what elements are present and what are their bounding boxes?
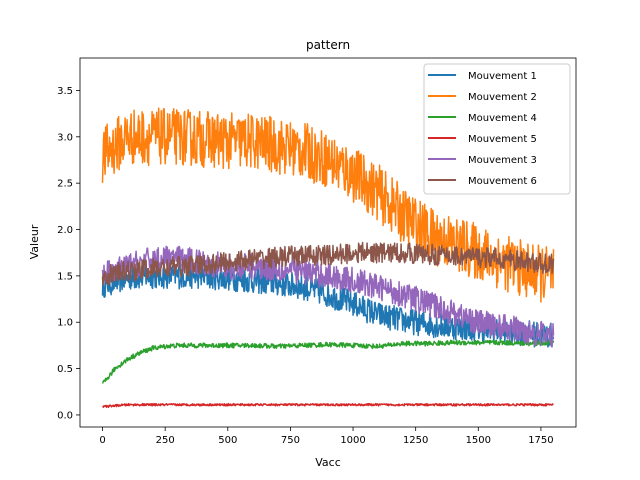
legend-label: Mouvement 5 (468, 134, 537, 145)
series-line-4 (101, 402, 554, 409)
y-tick-label: 0.0 (57, 410, 73, 421)
legend: Mouvement 1 Mouvement 2 Mouvement 4 Mouveme… (423, 63, 571, 195)
x-tick-label: 250 (156, 435, 175, 446)
legend-label: Mouvement 3 (468, 155, 537, 166)
y-tick-label: 0.5 (57, 364, 73, 375)
y-tick-label: 1.0 (57, 318, 73, 329)
chart-title: pattern (306, 38, 350, 52)
legend-label: Mouvement 1 (468, 71, 537, 82)
x-tick-label: 1000 (340, 435, 365, 446)
x-tick-label: 1750 (528, 435, 553, 446)
y-tick-label: 3.5 (57, 86, 73, 97)
y-tick-label: 2.0 (57, 225, 73, 236)
y-tick-label: 2.5 (57, 179, 73, 190)
x-tick-label: 0 (99, 435, 105, 446)
x-tick-label: 750 (281, 435, 300, 446)
y-tick-label: 1.5 (57, 271, 73, 282)
x-axis-label: Vacc (315, 456, 341, 469)
series-line-3 (101, 339, 555, 384)
legend-label: Mouvement 2 (468, 92, 537, 103)
x-tick-label: 1500 (466, 435, 491, 446)
plot-frame (79, 57, 577, 428)
series-line-2 (101, 107, 555, 303)
y-axis-label: Valeur (28, 224, 41, 259)
legend-box (423, 63, 571, 195)
x-tick-label: 1250 (403, 435, 428, 446)
series-line-6 (101, 241, 555, 286)
x-tick-label: 500 (218, 435, 237, 446)
y-tick-label: 3.0 (57, 132, 73, 143)
legend-label: Mouvement 6 (468, 176, 537, 187)
legend-label: Mouvement 4 (468, 113, 537, 124)
